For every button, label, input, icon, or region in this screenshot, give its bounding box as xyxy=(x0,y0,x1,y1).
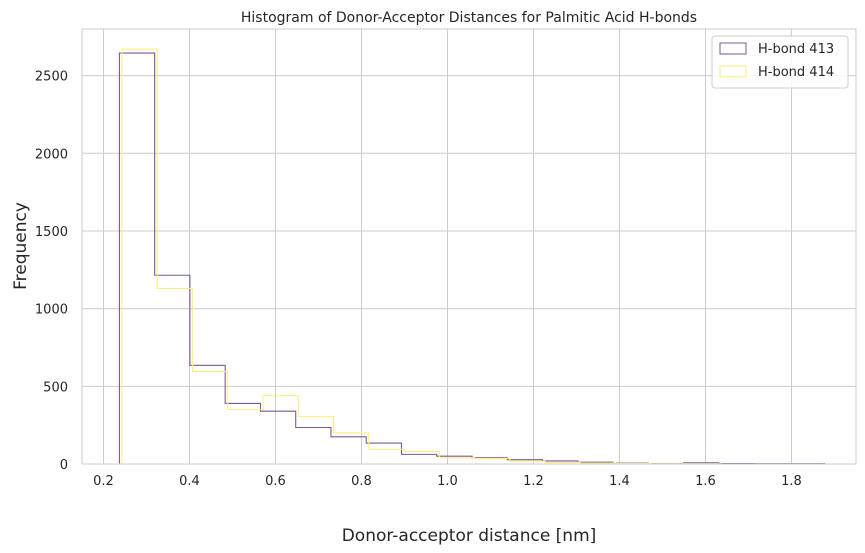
y-tick-label: 0 xyxy=(60,458,68,473)
x-tick-labels: 0.2 0.4 0.6 0.8 1.0 1.2 1.4 1.6 1.8 xyxy=(93,474,802,489)
x-tick-label: 1.8 xyxy=(781,474,802,489)
x-tick-label: 1.0 xyxy=(437,474,458,489)
histogram-bin xyxy=(228,410,263,464)
y-tick-labels: 0 500 1000 1500 2000 2500 xyxy=(35,70,68,473)
x-tick-label: 0.2 xyxy=(93,474,114,489)
y-tick-label: 1500 xyxy=(35,225,68,240)
x-tick-label: 0.6 xyxy=(265,474,286,489)
y-tick-label: 500 xyxy=(43,380,68,395)
y-tick-label: 2000 xyxy=(35,147,68,162)
legend: H-bond 413 H-bond 414 xyxy=(711,35,849,89)
x-tick-label: 0.8 xyxy=(351,474,372,489)
plot-background xyxy=(82,29,856,464)
y-axis-title: Frequency xyxy=(11,202,31,290)
legend-label-hbond-413: H-bond 413 xyxy=(758,42,834,57)
plot-frame xyxy=(81,28,857,465)
histogram-bin xyxy=(157,288,192,464)
histogram-bin xyxy=(439,458,474,464)
histogram-outline xyxy=(118,52,826,465)
histogram-bin xyxy=(122,49,157,464)
x-tick-label: 1.6 xyxy=(695,474,716,489)
histogram-bin xyxy=(369,449,404,464)
x-axis-title: Donor-acceptor distance [nm] xyxy=(342,526,597,546)
histogram-bin xyxy=(475,459,510,464)
x-tick-label: 0.4 xyxy=(179,474,200,489)
histogram-bin xyxy=(193,372,228,464)
histogram-bin xyxy=(334,433,369,464)
x-tick-label: 1.4 xyxy=(609,474,630,489)
y-tick-label: 2500 xyxy=(35,70,68,85)
y-tick-label: 1000 xyxy=(35,303,68,318)
histogram-bin xyxy=(263,396,298,464)
legend-label-hbond-414: H-bond 414 xyxy=(758,65,834,80)
histogram-bin xyxy=(404,452,439,464)
chart-title: Histogram of Donor-Acceptor Distances fo… xyxy=(241,10,697,26)
series-hbond-413 xyxy=(118,52,826,465)
x-tick-label: 1.2 xyxy=(523,474,544,489)
histogram-bin xyxy=(298,417,333,464)
legend-swatch-hbond-414 xyxy=(719,65,747,78)
legend-swatch-hbond-413 xyxy=(719,42,747,55)
